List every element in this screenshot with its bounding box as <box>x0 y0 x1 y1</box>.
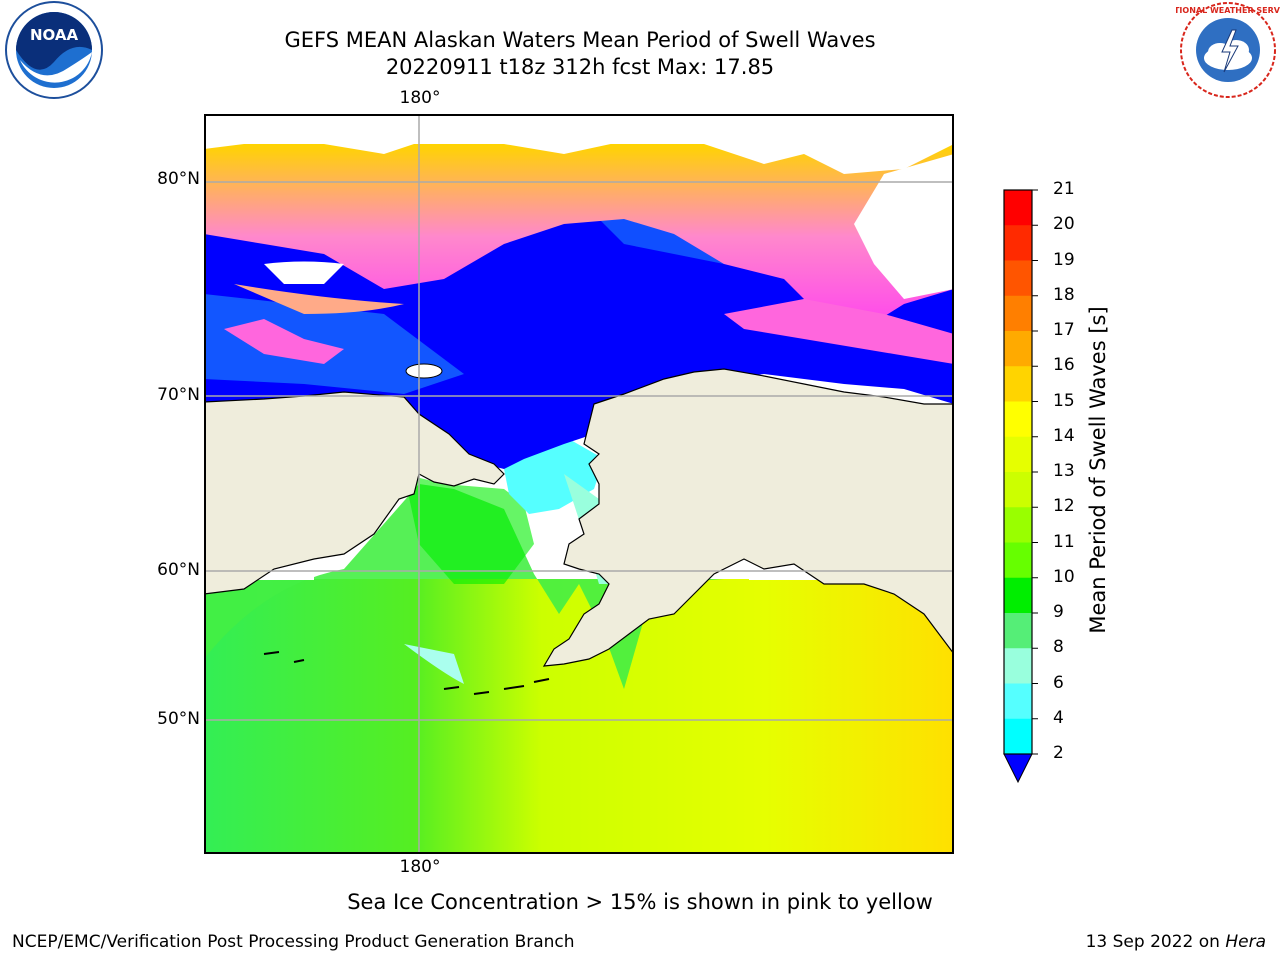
colorbar-tick-label: 4 <box>1053 707 1064 728</box>
alaska-land <box>542 368 954 667</box>
lon-label-bottom: 180° <box>399 857 441 877</box>
chart-subtitle: 20220911 t18z 312h fcst Max: 17.85 <box>385 55 775 79</box>
footer-organization: NCEP/EMC/Verification Post Processing Pr… <box>12 932 575 952</box>
colorbar-label: Mean Period of Swell Waves [s] <box>1086 306 1110 634</box>
sea-ice-note: Sea Ice Concentration > 15% is shown in … <box>347 890 933 914</box>
colorbar-tick-label: 13 <box>1053 461 1075 481</box>
colorbar-tick-label: 11 <box>1053 531 1075 552</box>
colorbar-segment <box>1004 190 1032 226</box>
lat-label-60: 60°N <box>157 560 200 580</box>
colorbar-extend-arrow <box>1003 753 1033 784</box>
lon-label-top: 180° <box>399 88 441 108</box>
north-pacific-ocean <box>204 579 954 854</box>
colorbar-tick-label: 10 <box>1053 566 1075 587</box>
colorbar-segment <box>1004 331 1032 367</box>
svg-text:NOAA: NOAA <box>30 26 79 44</box>
colorbar-segment <box>1004 436 1032 473</box>
colorbar-tick-label: 2 <box>1053 743 1064 763</box>
colorbar-segment <box>1004 295 1032 332</box>
noaa-logo: NOAA <box>5 1 103 99</box>
swell-period-map <box>204 114 954 854</box>
svg-text:NATIONAL WEATHER SERVICE: NATIONAL WEATHER SERVICE <box>1176 6 1280 15</box>
footer-host: Hera <box>1225 932 1266 952</box>
colorbar-tick-label: 18 <box>1053 284 1075 305</box>
colorbar-segment <box>1004 718 1032 755</box>
chart-title: GEFS MEAN Alaskan Waters Mean Period of … <box>284 28 876 52</box>
colorbar-segment <box>1004 648 1032 684</box>
nws-logo: NATIONAL WEATHER SERVICE <box>1176 2 1280 98</box>
colorbar-tick-label: 15 <box>1053 390 1075 411</box>
colorbar-segment <box>1004 366 1032 402</box>
colorbar-tick-label: 12 <box>1053 496 1075 517</box>
colorbar-tick-label: 20 <box>1053 214 1075 235</box>
lat-label-70: 70°N <box>157 385 200 405</box>
colorbar-tick-label: 21 <box>1053 179 1075 199</box>
colorbar-segment <box>1004 542 1032 579</box>
colorbar-tick-label: 9 <box>1053 602 1064 622</box>
colorbar-segment <box>1004 577 1032 614</box>
colorbar-segment <box>1004 613 1032 649</box>
colorbar-tick-label: 19 <box>1053 249 1075 270</box>
colorbar <box>1003 189 1038 784</box>
colorbar-tick-label: 14 <box>1053 425 1075 446</box>
colorbar-segment <box>1004 260 1032 297</box>
colorbar-tick-label: 8 <box>1053 637 1064 658</box>
footer-date-text: 13 Sep 2022 on <box>1085 932 1226 952</box>
colorbar-segment <box>1004 225 1032 261</box>
colorbar-segment <box>1004 507 1032 543</box>
sea-ice <box>204 144 954 329</box>
lat-label-80: 80°N <box>157 169 200 189</box>
colorbar-segment <box>1004 683 1032 720</box>
colorbar-segment <box>1004 401 1032 438</box>
footer-date: 13 Sep 2022 on Hera <box>1086 932 1266 952</box>
colorbar-segment <box>1004 472 1032 508</box>
colorbar-tick-label: 6 <box>1053 672 1064 693</box>
lat-label-50: 50°N <box>157 709 200 729</box>
colorbar-tick-label: 17 <box>1053 320 1075 340</box>
colorbar-tick-label: 16 <box>1053 355 1075 376</box>
